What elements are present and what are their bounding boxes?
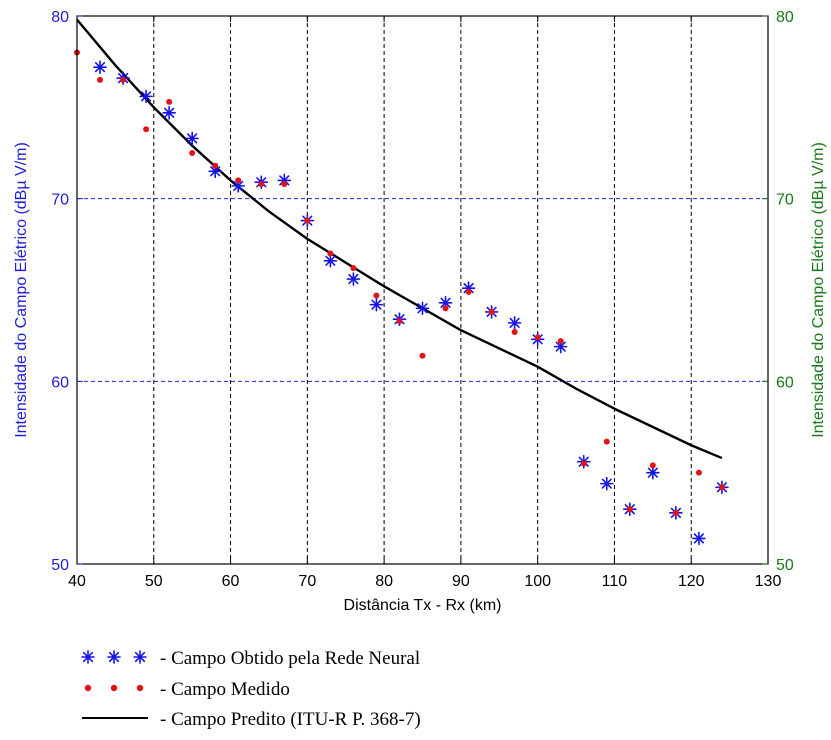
legend-item-predicted: - Campo Predito (ITU-R P. 368-7) [82, 709, 421, 730]
measured-point [327, 250, 334, 257]
y-tick-label-right: 80 [776, 9, 794, 26]
measured-point [281, 181, 288, 188]
legend-dot-markers [84, 684, 144, 692]
measured-point [580, 460, 587, 467]
measured-point [143, 126, 150, 133]
y-tick-label-right: 60 [776, 374, 794, 391]
measured-point [350, 265, 357, 272]
legend-label-measured: - Campo Medido [160, 679, 290, 700]
neural-point [415, 301, 430, 316]
neural-point [323, 253, 338, 268]
x-tick-label: 50 [145, 573, 163, 590]
legend-label-predicted: - Campo Predito (ITU-R P. 368-7) [160, 709, 421, 730]
measured-point [189, 150, 196, 156]
measured-point [419, 352, 426, 359]
neural-point [369, 297, 384, 312]
x-tick-label: 110 [602, 573, 628, 590]
x-tick-label: 40 [68, 573, 86, 590]
neural-point [646, 465, 660, 480]
x-tick-label: 90 [452, 573, 470, 590]
x-tick-label: 70 [298, 573, 316, 590]
measured-point [373, 292, 380, 299]
measured-point [626, 506, 633, 513]
legend-star [133, 650, 147, 664]
neural-point [231, 179, 246, 193]
y-tick-label-left: 70 [51, 192, 69, 209]
neural-point [599, 476, 614, 491]
neural-point [692, 531, 706, 546]
neural-point [438, 295, 453, 310]
measured-point [97, 76, 104, 83]
measured-point [718, 484, 725, 491]
x-tick-label: 100 [524, 573, 551, 590]
measured-point [304, 217, 311, 224]
y-tick-label-right: 70 [776, 192, 794, 209]
measured-point [649, 462, 656, 469]
y-tick-label-left: 60 [51, 374, 69, 391]
measured-point [557, 338, 564, 345]
legend-dot [84, 684, 92, 692]
measured-point [465, 288, 472, 295]
neural-point [346, 272, 361, 286]
measured-point [166, 98, 173, 105]
measured-point [120, 76, 127, 83]
legend-star [107, 650, 121, 664]
legend-label-neural: - Campo Obtido pela Rede Neural [160, 648, 420, 669]
measured-point [603, 438, 610, 445]
plot-area [77, 16, 768, 564]
plot-frame [76, 15, 769, 565]
grid [77, 16, 768, 564]
legend-star [81, 650, 95, 664]
measured-point [511, 329, 518, 336]
measured-point [488, 308, 495, 315]
y-tick-label-right: 50 [776, 557, 794, 574]
x-tick-label: 130 [755, 573, 782, 590]
neural-point [162, 106, 176, 120]
measured-point [212, 162, 219, 169]
legend-star-markers [81, 650, 147, 664]
measured-point [672, 509, 679, 516]
measured-point [258, 181, 265, 188]
legend: - Campo Obtido pela Rede Neural - Campo … [81, 648, 421, 730]
predicted-line [76, 18, 723, 460]
measured-point [442, 305, 449, 312]
legend-item-neural: - Campo Obtido pela Rede Neural [81, 648, 420, 669]
legend-item-measured: - Campo Medido [84, 679, 290, 700]
y-tick-label-left: 50 [51, 557, 69, 574]
y-tick-label-left: 80 [51, 9, 69, 26]
measured-point [396, 318, 403, 325]
x-axis-label: Distância Tx - Rx (km) [344, 597, 502, 614]
neural-point [139, 89, 153, 104]
neural-point [93, 60, 107, 74]
y-axis-label-left: Intensidade do Campo Elétrico (dBµ V/m) [13, 142, 30, 438]
x-tick-label: 120 [678, 573, 705, 590]
measured-point [534, 334, 541, 341]
neural-point [507, 316, 522, 330]
x-tick-label: 80 [375, 573, 393, 590]
measured-point [695, 469, 702, 476]
x-tick-label: 60 [222, 573, 240, 590]
legend-dot [136, 684, 144, 692]
neural-point [185, 131, 199, 146]
y-axis-label-right: Intensidade do Campo Elétrico (dBµ V/m) [810, 142, 827, 438]
legend-dot [110, 684, 118, 692]
measured-point [235, 177, 242, 184]
